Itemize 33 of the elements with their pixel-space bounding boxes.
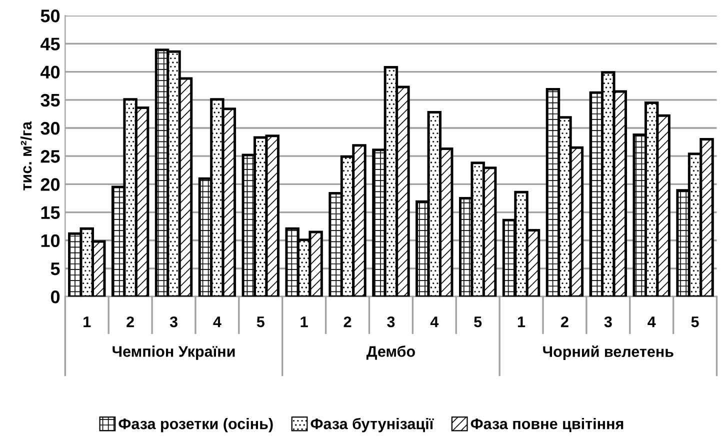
x-tick-label: 5 [256,316,264,328]
y-axis-title: тис. м²/га [20,121,32,190]
x-tick-label: 4 [430,316,439,328]
x-tick-label: 3 [604,316,612,328]
y-tick-label: 35 [40,94,60,107]
y-tick-label: 50 [40,10,60,22]
legend-label: Фаза повне цвітіння [470,418,624,432]
x-tick-label: 5 [691,316,699,328]
x-tick-label: 1 [518,316,526,328]
x-tick-label: 4 [648,316,656,328]
legend-label: Фаза розетки (осінь) [118,418,273,432]
text: Дембо [366,346,415,360]
x-tick-label: 1 [300,316,308,328]
y-tick-label: 5 [50,262,60,276]
y-tick-label: 10 [41,234,60,248]
y-tick-label: 0 [50,290,60,304]
x-tick-label: 2 [126,316,134,328]
x-tick-label: 4 [213,316,222,328]
legend-label: Фаза бутунізації [310,418,434,432]
x-tick-label: 5 [474,316,482,328]
x-tick-label: 2 [561,316,568,328]
y-tick-label: 45 [40,38,60,50]
y-tick-label: 30 [40,122,60,135]
y-tick-label: 40 [40,66,60,79]
y-tick-label: 20 [40,178,60,191]
y-tick-label: 25 [40,150,60,163]
x-tick-label: 3 [170,316,178,328]
x-tick-label: 3 [387,316,395,328]
text: Чемпіон України [112,346,235,360]
text: Чорний велетень [543,346,674,360]
x-tick-label: 2 [344,316,352,328]
x-tick-label: 1 [84,316,91,328]
y-tick-label: 15 [41,206,60,220]
